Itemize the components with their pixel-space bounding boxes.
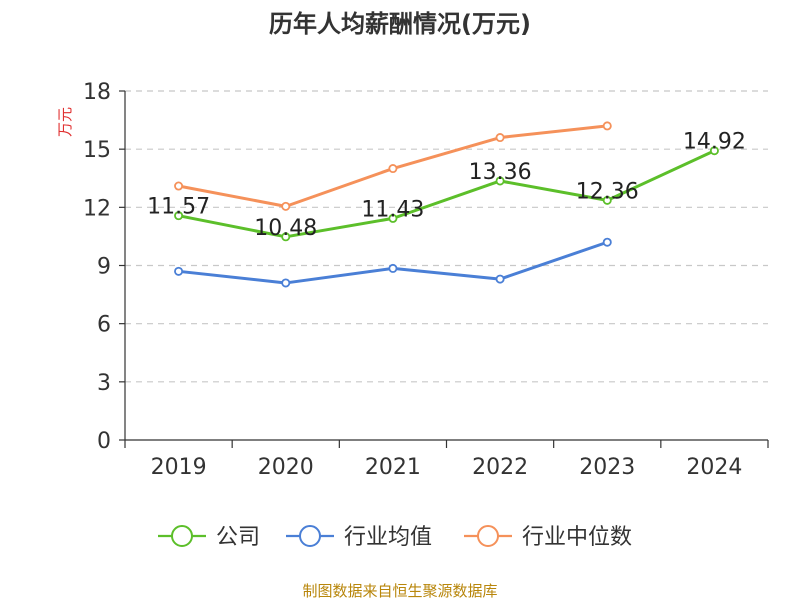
data-point (602, 195, 612, 205)
y-tick-label: 12 (83, 196, 111, 221)
x-tick-label: 2024 (686, 455, 742, 480)
x-tick-label: 2021 (365, 455, 421, 480)
y-tick-label: 6 (97, 313, 111, 338)
data-label: 11.43 (361, 197, 424, 222)
source-note: 制图数据来自恒生聚源数据库 (302, 582, 497, 600)
series-line (178, 149, 716, 239)
legend[interactable]: 公司 行业均值 行业中位数 (158, 525, 632, 550)
data-point (281, 232, 291, 242)
legend-item[interactable]: 公司 (158, 525, 260, 550)
data-point (388, 164, 398, 174)
series-line (178, 240, 608, 285)
data-point (281, 201, 291, 211)
legend-label: 行业均值 (344, 525, 432, 550)
data-point (495, 133, 505, 143)
data-point (281, 278, 291, 288)
series-group (174, 121, 719, 288)
data-point (174, 266, 184, 276)
legend-label: 公司 (216, 525, 260, 550)
data-label: 10.48 (254, 216, 317, 241)
legend-item[interactable]: 行业均值 (286, 525, 432, 550)
axes: 0 3 6 9 12 15 18 2019 2020 2021 2022 2023 2024 (83, 80, 769, 480)
data-label: 13.36 (469, 160, 532, 185)
legend-marker-icon (477, 525, 499, 547)
y-tick-label: 9 (97, 255, 111, 280)
y-tick-label: 15 (83, 138, 111, 163)
y-tick-label: 0 (97, 429, 111, 454)
data-point (495, 176, 505, 186)
data-label: 14.92 (683, 130, 746, 155)
x-tick-label: 2022 (472, 455, 528, 480)
data-point (174, 211, 184, 221)
data-label: 11.57 (147, 195, 210, 220)
data-point (602, 121, 612, 131)
data-point (495, 274, 505, 284)
legend-item[interactable]: 行业中位数 (464, 525, 632, 550)
data-point (388, 213, 398, 223)
chart-title: 历年人均薪酬情况(万元) (269, 10, 531, 38)
x-tick-label: 2020 (258, 455, 314, 480)
data-labels: 11.57 10.48 11.43 13.36 12.36 14.92 (147, 130, 746, 241)
legend-marker-icon (171, 525, 193, 547)
data-point (709, 146, 719, 156)
data-point (174, 181, 184, 191)
data-point (388, 263, 398, 273)
x-tick-label: 2023 (579, 455, 635, 480)
legend-marker-icon (299, 525, 321, 547)
y-tick-label: 18 (83, 80, 111, 105)
data-point (602, 237, 612, 247)
grid-lines (125, 90, 768, 383)
y-axis-label: 万元 (56, 107, 74, 137)
data-label: 12.36 (576, 179, 639, 204)
x-tick-label: 2019 (151, 455, 207, 480)
y-tick-label: 3 (97, 371, 111, 396)
legend-label: 行业中位数 (522, 525, 632, 550)
